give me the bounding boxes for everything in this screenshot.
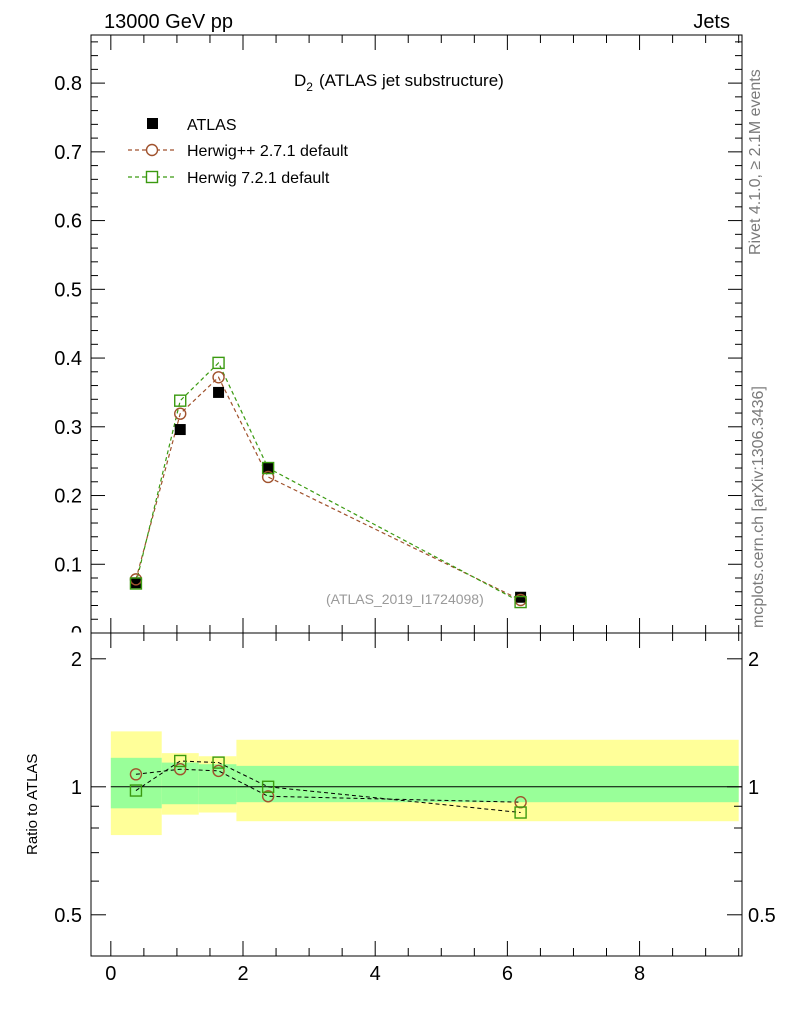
main-y-tick-label: 0.5 [54, 279, 82, 301]
x-tick-label: 2 [237, 963, 248, 985]
ratio-point-herwigpp [174, 763, 187, 776]
legend: ATLAS Herwig++ 2.7.1 default Herwig 7.2.… [128, 117, 349, 187]
ratio-line-herwig7 [135, 760, 521, 814]
x-tick-label: 4 [370, 963, 381, 985]
main-point-herwig7 [129, 577, 143, 590]
legend-label-atlas: ATLAS [187, 117, 237, 134]
x-tick-label: 6 [502, 963, 513, 985]
ratio-uncertainty-bands [110, 731, 739, 836]
main-point-atlas [130, 577, 142, 589]
main-axis-ticks [91, 35, 742, 633]
x-tick-label: 0 [105, 963, 116, 985]
ratio-y-tick-label-left: 0.5 [54, 905, 82, 927]
main-point-herwigpp [212, 371, 225, 384]
ratio-y-tick-label-left: 2 [71, 649, 82, 671]
x-tick-labels: 0 2 4 6 8 [105, 963, 645, 985]
ratio-y-axis-label: Ratio to ATLAS [24, 754, 41, 855]
main-point-atlas [262, 462, 274, 474]
side-label-rivet: Rivet 4.1.0, ≥ 2.1M events [747, 69, 764, 255]
ratio-y-tick-label-right: 2 [748, 649, 759, 671]
ratio-point-herwig7 [261, 780, 275, 794]
ratio-y-tick-label-right: 0.5 [748, 905, 776, 927]
ratio-y-tick-label-right: 1 [748, 777, 759, 799]
side-label-mcplots: mcplots.cern.ch [arXiv:1306.3436] [750, 386, 767, 628]
ratio-point-herwig7 [514, 806, 527, 819]
main-point-herwig7 [514, 595, 527, 609]
main-y-tick-label: 0.2 [54, 486, 82, 508]
legend-label-herwigpp: Herwig++ 2.7.1 default [187, 143, 349, 160]
main-point-atlas [213, 386, 225, 398]
legend-marker-herwig7 [145, 170, 159, 184]
ratio-point-herwig7 [174, 754, 187, 768]
ratio-point-herwig7 [129, 784, 143, 797]
ratio-point-herwig7 [212, 756, 225, 769]
ratio-y-tick-labels: 0.5 0.5 1 1 2 2 [54, 649, 776, 927]
main-y-tick-labels: 0.1 0.2 0.3 0.4 0.5 0.6 0.7 0.8 0 [54, 73, 82, 645]
analysis-watermark: (ATLAS_2019_I1724098) [326, 591, 484, 607]
ratio-point-herwigpp [212, 764, 225, 778]
main-y-tick-label: 0.6 [54, 211, 82, 233]
main-y-tick-label: 0.3 [54, 417, 82, 439]
x-tick-label: 8 [634, 963, 645, 985]
main-line-herwig7 [135, 361, 521, 603]
ratio-frame [90, 632, 743, 957]
ratio-y-tick-label-left: 1 [71, 777, 82, 799]
main-point-atlas [174, 424, 186, 436]
plot-title-main: D [294, 71, 306, 90]
main-y-tick-label: 0.8 [54, 73, 82, 95]
plot-title-rest: (ATLAS jet substructure) [319, 71, 504, 90]
ratio-band-inner [198, 764, 237, 805]
main-line-herwigpp [135, 376, 521, 601]
header-left-label: 13000 GeV pp [104, 11, 233, 33]
legend-marker-atlas [147, 118, 158, 129]
ratio-band-inner [110, 757, 162, 809]
main-y-tick-label: 0.4 [54, 348, 82, 370]
main-y-tick-label: 0.1 [54, 554, 82, 576]
main-y-tick-label: 0.7 [54, 142, 82, 164]
plot-title-subscript: 2 [306, 80, 313, 94]
ratio-point-herwigpp [129, 768, 143, 781]
main-point-herwig7 [212, 356, 225, 370]
ratio-series-lines [135, 760, 521, 814]
ratio-axis-ticks [91, 633, 742, 957]
legend-label-herwig7: Herwig 7.2.1 default [187, 170, 330, 187]
plot-title: D2 (ATLAS jet substructure) [294, 71, 504, 94]
main-series-markers [129, 356, 527, 609]
ratio-band-inner [236, 765, 739, 803]
main-series-lines [135, 361, 521, 603]
header-right-label: Jets [693, 11, 730, 33]
ratio-point-herwigpp [261, 790, 275, 803]
ratio-series-markers [129, 754, 527, 819]
legend-marker-herwigpp [145, 143, 159, 157]
main-point-herwigpp [174, 407, 187, 420]
main-point-herwig7 [174, 394, 187, 407]
main-point-herwigpp [261, 470, 275, 484]
main-point-herwig7 [261, 461, 275, 475]
main-y-tick-label-zero: 0 [71, 623, 82, 645]
